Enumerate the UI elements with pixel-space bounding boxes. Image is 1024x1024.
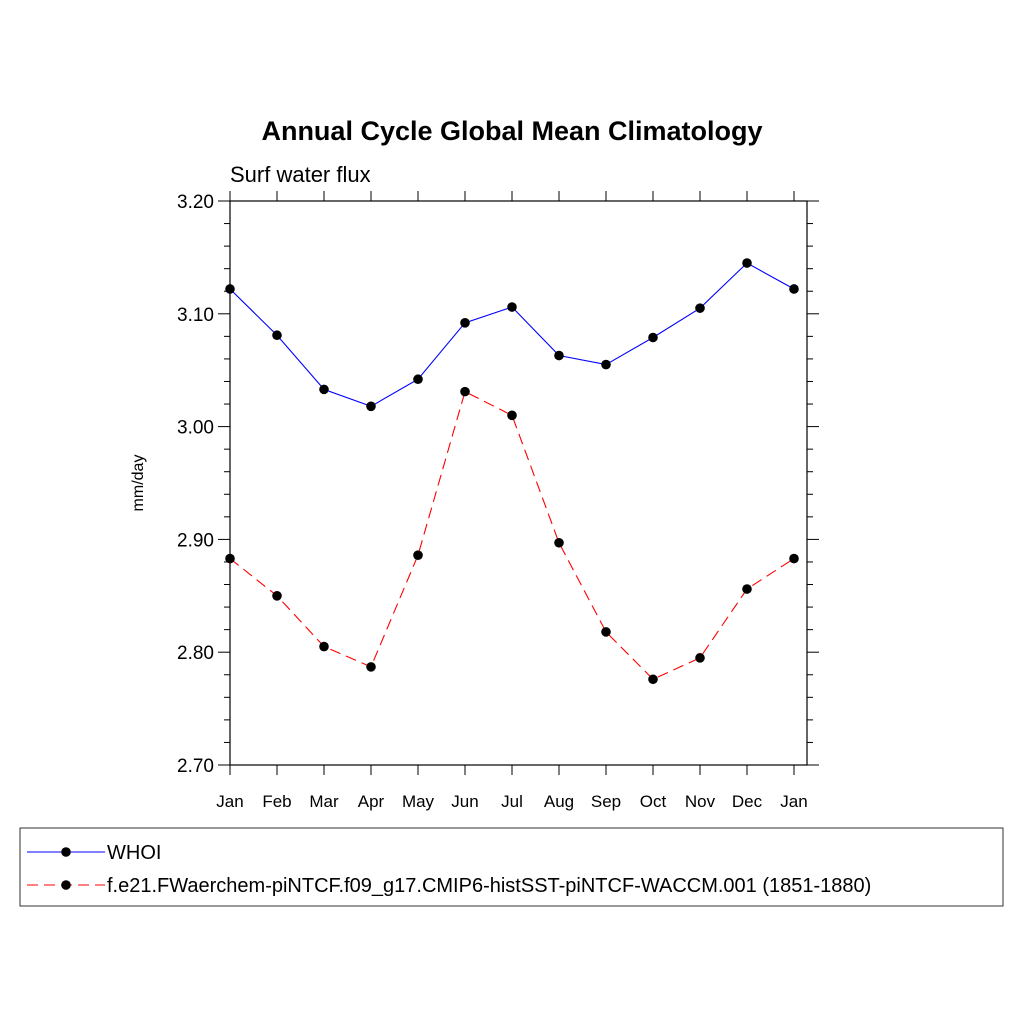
data-point	[554, 350, 564, 361]
legend-marker	[61, 880, 71, 890]
series-2	[225, 386, 799, 685]
y-axis-label: mm/day	[130, 455, 147, 512]
axes: 2.70 2.80 2.90 3.00 3.10 3.20 Jan Feb Mar Apr May J…	[177, 191, 819, 811]
data-point	[319, 641, 329, 652]
data-point	[413, 550, 423, 560]
legend-label: f.e21.FWaerchem-piNTCF.f09_g17.CMIP6-his…	[107, 875, 871, 897]
data-point	[225, 553, 235, 564]
series-line	[229, 390, 795, 680]
y-tick-label: 3.00	[177, 418, 214, 439]
chart-title: Annual Cycle Global Mean Climatology	[261, 116, 762, 146]
x-tick-label: Jun	[451, 792, 478, 811]
data-point	[319, 384, 329, 395]
data-point	[601, 627, 611, 637]
series-line	[229, 262, 795, 407]
y-tick-label: 3.20	[177, 192, 214, 213]
data-point	[507, 410, 517, 421]
data-point	[554, 537, 564, 548]
x-tick-label: Oct	[640, 792, 667, 811]
y-tick-label: 2.80	[177, 643, 214, 664]
y-tick-label: 3.10	[177, 305, 214, 326]
y-tick-label: 2.70	[177, 756, 214, 777]
x-tick-label: May	[402, 792, 435, 811]
data-point	[742, 258, 752, 268]
x-tick-label: Dec	[732, 792, 763, 811]
data-point	[789, 284, 799, 294]
data-point	[366, 401, 376, 412]
data-point	[742, 584, 752, 594]
series-1	[225, 258, 799, 412]
data-point	[225, 284, 235, 294]
data-point	[695, 653, 705, 663]
data-point	[648, 674, 658, 685]
data-point	[460, 386, 470, 397]
data-point	[413, 374, 423, 385]
plot-frame	[229, 200, 808, 766]
legend-box	[19, 827, 1004, 907]
x-tick-label: Sep	[591, 792, 621, 811]
plot-series	[225, 258, 799, 685]
x-tick-label: Feb	[262, 792, 291, 811]
data-point	[695, 303, 705, 313]
x-tick-label: Jan	[780, 792, 807, 811]
data-point	[460, 318, 470, 328]
data-point	[366, 662, 376, 672]
legend-marker	[61, 847, 71, 857]
x-tick-label: Apr	[358, 792, 385, 811]
data-point	[789, 553, 799, 564]
x-tick-label: Aug	[544, 792, 574, 811]
legend: WHOI f.e21.FWaerchem-piNTCF.f09_g17.CMIP6…	[19, 827, 1004, 907]
data-point	[507, 302, 517, 312]
x-tick-label: Jul	[501, 792, 523, 811]
x-tick-label: Nov	[685, 792, 716, 811]
x-tick-label: Jan	[216, 792, 243, 811]
data-point	[272, 591, 282, 601]
chart-subtitle: Surf water flux	[230, 162, 371, 187]
data-point	[272, 330, 282, 341]
legend-label: WHOI	[107, 842, 161, 864]
data-point	[601, 359, 611, 370]
y-tick-label: 2.90	[177, 530, 214, 551]
data-point	[648, 332, 658, 343]
x-tick-label: Mar	[309, 792, 339, 811]
